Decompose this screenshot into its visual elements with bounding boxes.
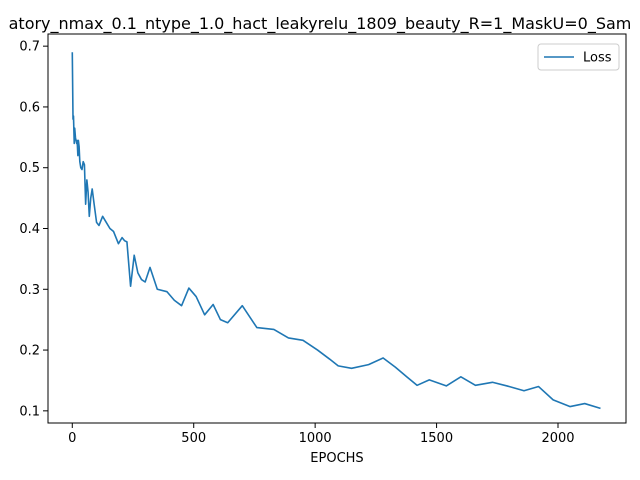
legend: Loss — [537, 43, 620, 71]
x-tick-label: 500 — [181, 431, 206, 446]
y-tick-label: 0.7 — [19, 40, 40, 55]
y-tick-label: 0.4 — [19, 222, 40, 237]
x-tick-label: 1500 — [420, 431, 453, 446]
x-tick-label: 0 — [68, 431, 76, 446]
legend-label-loss: Loss — [583, 51, 612, 66]
x-axis-label: EPOCHS — [310, 451, 363, 466]
y-tick-label: 0.5 — [19, 161, 40, 176]
legend-box — [537, 43, 620, 71]
x-tick-label: 2000 — [541, 431, 574, 446]
y-tick-label: 0.2 — [19, 344, 40, 359]
y-tick-label: 0.3 — [19, 283, 40, 298]
x-tick-label: 1000 — [299, 431, 332, 446]
x-axis: 0 500 1000 1500 2000 — [68, 423, 575, 446]
y-tick-label: 0.6 — [19, 100, 40, 115]
loss-series-line — [71, 52, 601, 410]
y-axis: 0.1 0.2 0.3 0.4 0.5 0.6 0.7 — [19, 40, 48, 419]
y-tick-label: 0.1 — [19, 404, 40, 419]
chart-title: atory_nmax_0.1_ntype_1.0_hact_leakyrelu_… — [9, 14, 632, 34]
